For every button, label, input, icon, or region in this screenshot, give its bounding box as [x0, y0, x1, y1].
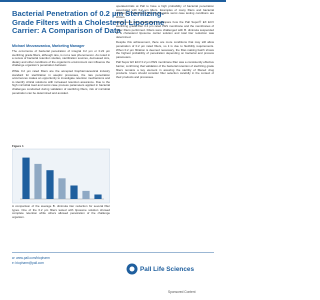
- bar: [70, 185, 78, 199]
- figure: [12, 148, 110, 204]
- bar: [34, 163, 42, 199]
- brand: Pall Life Sciences: [140, 266, 194, 273]
- divider: [12, 252, 214, 253]
- right-column: operated-trials at Pall to have a high p…: [116, 5, 214, 250]
- bar: [46, 170, 54, 199]
- paragraph: Despite this achievement, there are more…: [116, 40, 214, 59]
- figure-label: Figure 1: [12, 144, 24, 148]
- left-column: The occurrence of bacterial penetration …: [12, 50, 110, 142]
- bar: [82, 190, 90, 199]
- bar: [22, 157, 30, 199]
- email[interactable]: e: biopharm@pall.com: [12, 260, 44, 265]
- contact: w: www.pall.com/biopharm e: biopharm@pal…: [12, 256, 50, 265]
- paragraph: The occurrence of bacterial penetration …: [12, 50, 110, 68]
- bar: [58, 178, 66, 199]
- author: Michael Mezzanzanica, Marketing Manager: [12, 44, 85, 48]
- title: Bacterial Penetration of 0.2 µm Steriliz…: [12, 9, 165, 36]
- sponsored-tag: Sponsored Content: [168, 290, 196, 294]
- figure-caption: A comparison of the average B. diminuta …: [12, 205, 110, 219]
- paragraph: Experiments were performed to compare ho…: [116, 20, 214, 39]
- page: {"article":{"title":"Bacterial Penetrati…: [0, 0, 226, 294]
- paragraph: While 0.2 µm rated filters are the accep…: [12, 68, 110, 95]
- logo: [126, 263, 138, 275]
- paragraph: operated-trials at Pall to have a high p…: [116, 5, 214, 19]
- top-rule: [0, 0, 226, 2]
- paragraph: Pall Supor EX ECV 0.2 µm PES membrane fi…: [116, 60, 214, 79]
- web[interactable]: w: www.pall.com/biopharm: [12, 256, 50, 260]
- bar: [94, 194, 102, 199]
